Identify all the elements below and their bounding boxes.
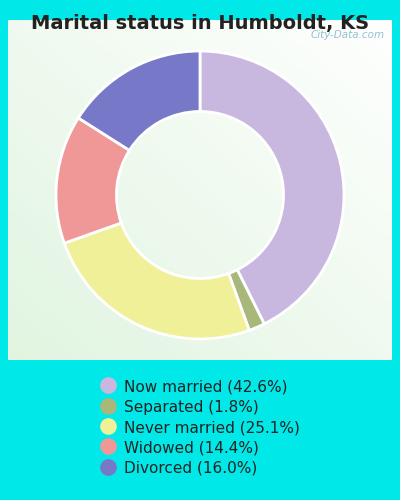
Legend: Now married (42.6%), Separated (1.8%), Never married (25.1%), Widowed (14.4%), D: Now married (42.6%), Separated (1.8%), N…	[94, 373, 306, 482]
Text: Marital status in Humboldt, KS: Marital status in Humboldt, KS	[31, 14, 369, 33]
Wedge shape	[200, 51, 344, 324]
Wedge shape	[56, 118, 130, 243]
Wedge shape	[64, 223, 249, 339]
Wedge shape	[228, 270, 264, 330]
Wedge shape	[78, 51, 200, 150]
Text: City-Data.com: City-Data.com	[310, 30, 384, 40]
